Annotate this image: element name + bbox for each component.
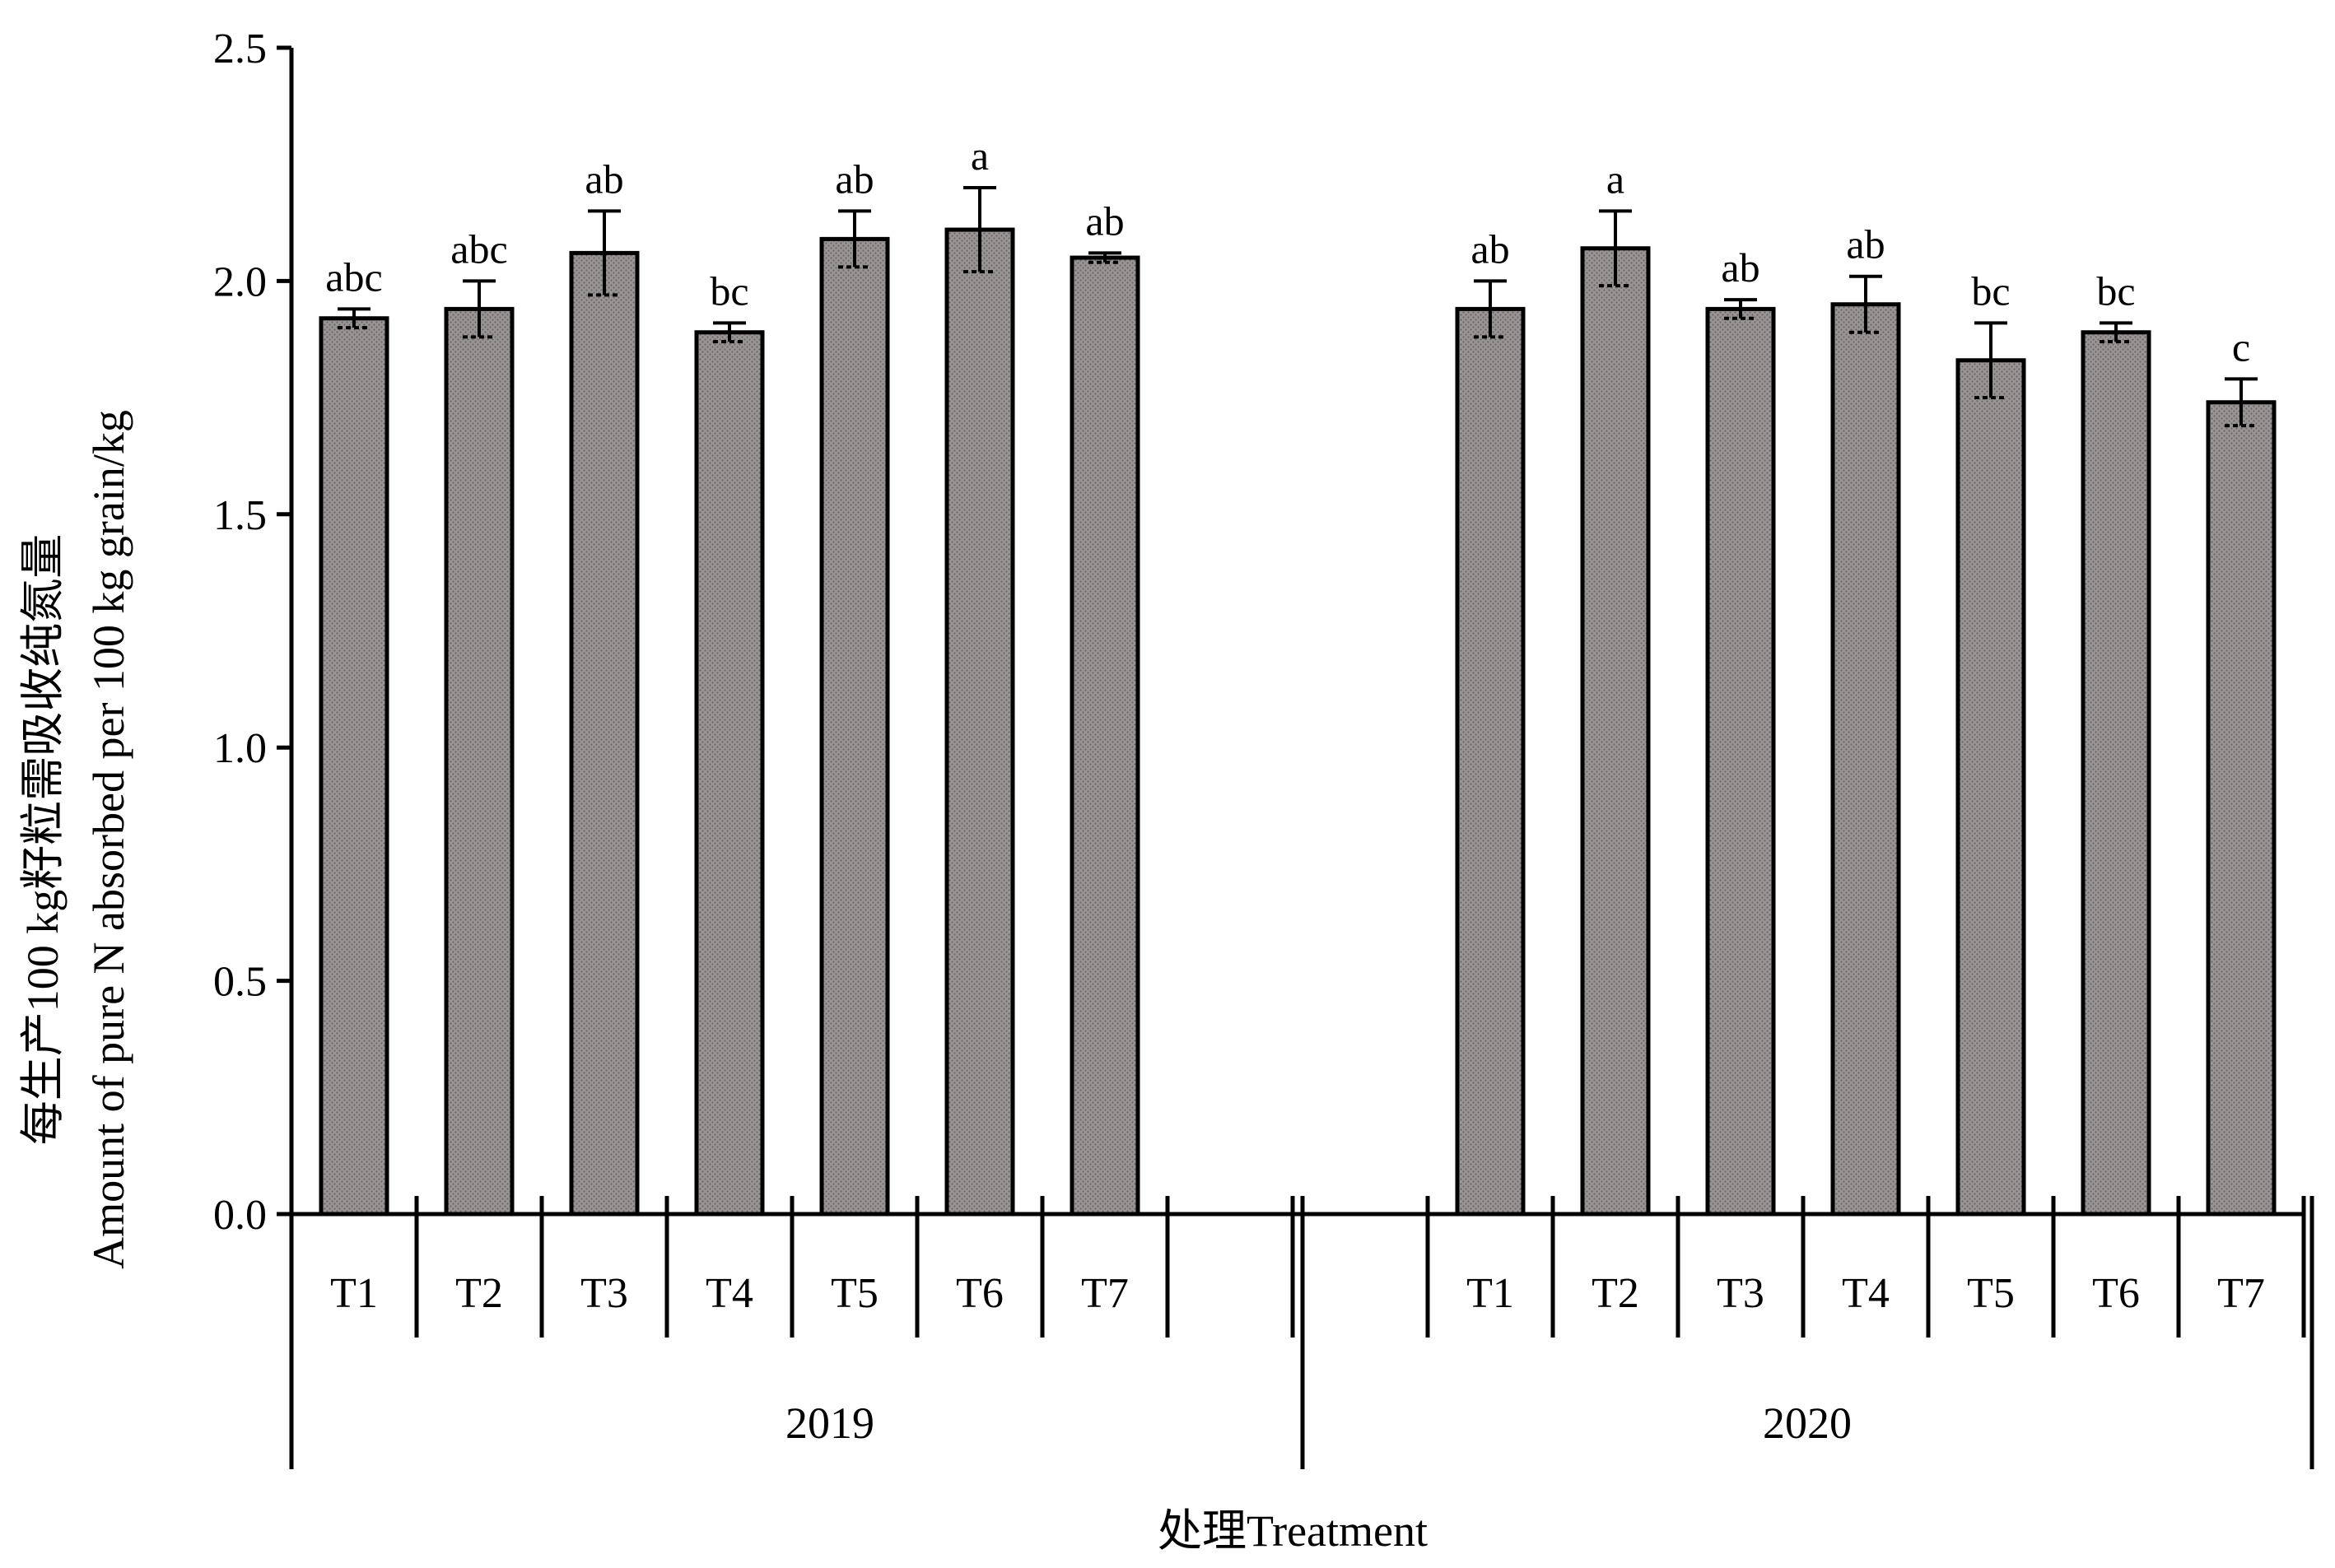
significance-label: ab (1721, 244, 1759, 291)
bar-2019-T7: ab T7 (1070, 198, 1140, 1317)
significance-label: ab (1846, 221, 1885, 268)
bar-rect (319, 316, 389, 1217)
bar-rect (2206, 400, 2277, 1217)
bar-2019-T1: abc T1 (319, 254, 389, 1317)
significance-label: a (1606, 156, 1624, 202)
y-tick-label: 0.5 (213, 959, 267, 1006)
bar-rect (1455, 306, 1526, 1217)
bar-rect (1955, 358, 2026, 1217)
bar-rect (819, 236, 890, 1217)
significance-label: bc (710, 268, 748, 314)
y-tick-label: 1.5 (213, 492, 267, 539)
bar-rect (1705, 306, 1776, 1217)
x-axis-title: 处理Treatment (1158, 1506, 1428, 1556)
category-label: T4 (706, 1270, 753, 1317)
group-label-2020: 2020 (1763, 1398, 1852, 1448)
category-label: T6 (2092, 1270, 2140, 1317)
category-label: T4 (1842, 1270, 1890, 1317)
bar-2020-T5: bc T5 (1955, 268, 2026, 1317)
bar-rect (1070, 255, 1140, 1217)
bar-2019-T4: bc T4 (694, 268, 765, 1317)
category-label: T5 (1967, 1270, 2015, 1317)
significance-label: ab (585, 156, 623, 202)
bar-2020-T6: bc T6 (2081, 268, 2151, 1317)
category-label: T2 (455, 1270, 503, 1317)
category-label: T7 (2217, 1270, 2265, 1317)
bar-2020-T4: ab T4 (1830, 221, 1901, 1317)
significance-label: abc (325, 254, 382, 300)
significance-label: ab (1085, 198, 1124, 244)
group-label-2019: 2019 (785, 1398, 874, 1448)
category-label: T7 (1081, 1270, 1129, 1317)
y-tick-label: 2.0 (213, 258, 267, 305)
category-label: T1 (330, 1270, 378, 1317)
bar-rect (444, 306, 515, 1217)
y-axis-title-chinese: 每生产100 kg籽粒需吸收纯氮量 (18, 534, 68, 1146)
bar-2019-T5: ab T5 (819, 156, 890, 1317)
bar-2020-T7: c T7 (2206, 323, 2277, 1317)
category-label: T2 (1592, 1270, 1639, 1317)
bar-2019-T6: a T6 (944, 133, 1015, 1317)
category-label: T3 (580, 1270, 628, 1317)
significance-label: abc (450, 226, 507, 272)
bar-2020-T3: ab T3 (1705, 244, 1776, 1317)
y-axis-title: 每生产100 kg籽粒需吸收纯氮量 Amount of pure N absor… (18, 410, 133, 1269)
significance-label: ab (835, 156, 874, 202)
x-axis: 2019 2020 (289, 1196, 2314, 1469)
bar-rect (1580, 246, 1651, 1217)
category-label: T6 (956, 1270, 1004, 1317)
y-tick-label: 1.0 (213, 725, 267, 772)
bar-rect (694, 330, 765, 1217)
significance-label: a (971, 133, 989, 179)
bar-2019-T3: ab T3 (569, 156, 640, 1317)
y-axis: 0.0 0.5 1.0 1.5 2.0 2.5 (213, 26, 294, 1239)
significance-label: ab (1470, 226, 1509, 272)
significance-label: bc (1971, 268, 2010, 314)
bar-2020-T2: a T2 (1580, 156, 1651, 1317)
y-tick-label: 0.0 (213, 1192, 267, 1239)
bar-rect (2081, 330, 2151, 1217)
y-tick-label: 2.5 (213, 26, 267, 72)
bar-rect (1830, 302, 1901, 1217)
bar-rect (569, 250, 640, 1217)
bars: abcT1abcT2abT3bcT4abT5aT6abT7abT1aT2abT3… (319, 133, 2277, 1317)
y-axis-title-english: Amount of pure N absorbed per 100 kg gra… (84, 410, 133, 1269)
significance-label: bc (2096, 268, 2135, 314)
bar-rect (944, 227, 1015, 1217)
significance-label: c (2232, 323, 2250, 370)
category-label: T5 (831, 1270, 879, 1317)
category-label: T3 (1717, 1270, 1764, 1317)
category-label: T1 (1466, 1270, 1514, 1317)
bar-2020-T1: ab T1 (1455, 226, 1526, 1317)
bar-2019-T2: abc T2 (444, 226, 515, 1317)
